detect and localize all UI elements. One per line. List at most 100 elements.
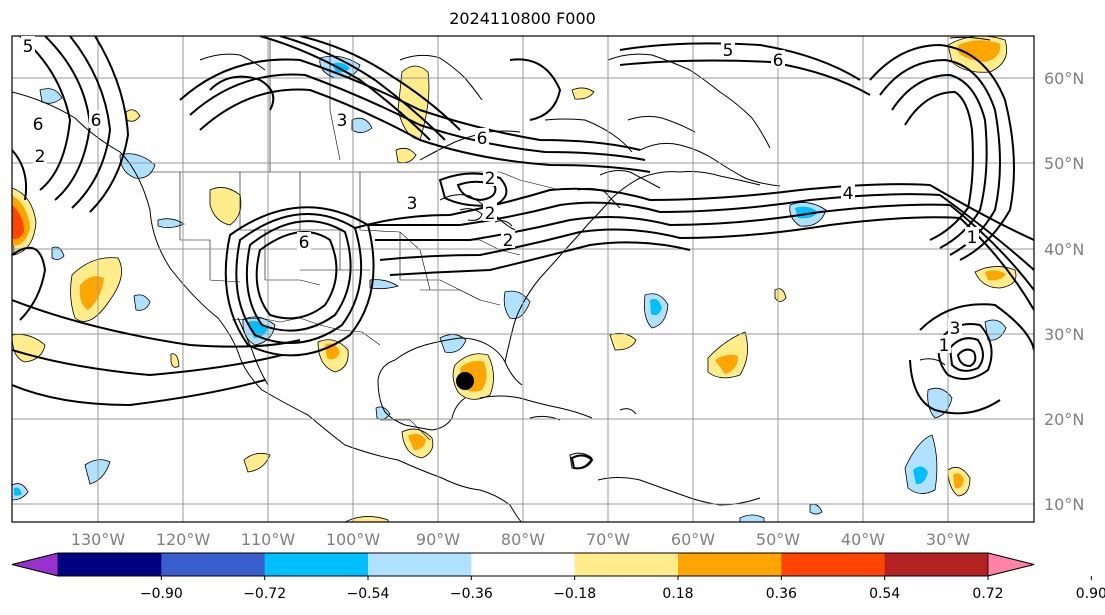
contour-line bbox=[389, 241, 691, 276]
colorbar-tick-label: −0.72 bbox=[243, 586, 286, 602]
contour-line bbox=[375, 203, 951, 242]
contour-line bbox=[929, 184, 1034, 241]
coastline bbox=[399, 54, 483, 101]
coastline bbox=[544, 118, 633, 153]
latitude-label: 50°N bbox=[1044, 154, 1084, 173]
contour-line bbox=[939, 194, 1034, 271]
latitude-label: 40°N bbox=[1044, 240, 1084, 259]
contour-line bbox=[879, 58, 1001, 256]
contour-line bbox=[619, 42, 861, 81]
border bbox=[420, 289, 501, 306]
contour-line bbox=[235, 213, 363, 344]
neg-blob bbox=[904, 434, 938, 494]
contour-label: 3 bbox=[948, 318, 962, 339]
longitude-label: 80°W bbox=[501, 530, 545, 549]
neg-blob bbox=[503, 290, 531, 320]
contour-label: 2 bbox=[501, 230, 515, 251]
longitude-label: 30°W bbox=[926, 530, 970, 549]
pos-blob bbox=[170, 353, 180, 368]
border bbox=[150, 171, 561, 191]
longitude-label: 50°W bbox=[756, 530, 800, 549]
contour-line bbox=[299, 36, 461, 131]
map-title: 2024110800 F000 bbox=[449, 9, 596, 28]
contour-line bbox=[367, 193, 941, 227]
map-frame bbox=[11, 35, 1035, 523]
colorbar-tick-label: −0.36 bbox=[450, 586, 493, 602]
contour-line bbox=[19, 36, 72, 191]
svg-text:1: 1 bbox=[939, 336, 950, 356]
border bbox=[380, 419, 431, 441]
pos-blob bbox=[209, 187, 242, 226]
contour-line bbox=[891, 73, 988, 249]
contour-line bbox=[12, 149, 28, 201]
svg-text:3: 3 bbox=[337, 111, 348, 131]
colorbar-segment bbox=[574, 553, 679, 576]
coastline bbox=[451, 397, 466, 419]
longitude-labels: 130°W 120°W 110°W 100°W 90°W 80°W 70°W 60°W 50°W… bbox=[71, 530, 970, 549]
contour-line bbox=[209, 75, 275, 111]
storm-marker bbox=[456, 372, 474, 390]
latitude-label: 10°N bbox=[1044, 495, 1084, 514]
colorbar-segment bbox=[161, 553, 266, 576]
contour-label: 6 bbox=[771, 50, 785, 71]
contour-line bbox=[956, 348, 977, 368]
contour-label: 6 bbox=[89, 110, 103, 131]
neg-blob bbox=[650, 299, 662, 316]
svg-text:3: 3 bbox=[407, 194, 418, 214]
neg-blob bbox=[157, 218, 185, 228]
contour-label: 4 bbox=[841, 183, 855, 204]
colorbar-tick-label: 0.72 bbox=[972, 586, 1003, 602]
contour-line bbox=[12, 379, 266, 407]
contour-label: 3 bbox=[405, 193, 419, 214]
svg-text:2: 2 bbox=[485, 204, 496, 224]
contour-line bbox=[949, 204, 1034, 291]
longitude-label: 110°W bbox=[241, 530, 296, 549]
colorbar: −0.90 −0.72 −0.54 −0.36 −0.18 0.18 0.36 0.54 0.7… bbox=[11, 552, 1105, 602]
graticule bbox=[12, 36, 1034, 522]
svg-text:2: 2 bbox=[35, 147, 46, 167]
contour-line bbox=[904, 90, 974, 241]
pos-blob bbox=[344, 516, 389, 522]
longitude-label: 120°W bbox=[156, 530, 211, 549]
contour-line bbox=[909, 359, 1001, 415]
contour-label: 3 bbox=[335, 110, 349, 131]
latitude-label: 30°N bbox=[1044, 325, 1084, 344]
colorbar-tick-label: −0.18 bbox=[553, 586, 596, 602]
coastline bbox=[919, 358, 946, 366]
coastline bbox=[599, 170, 661, 189]
contour-line bbox=[245, 220, 352, 332]
pos-blob bbox=[953, 473, 964, 489]
border bbox=[179, 172, 241, 283]
colorbar-segment bbox=[471, 553, 576, 576]
contour-label: 2 bbox=[483, 203, 497, 224]
coastline bbox=[199, 53, 266, 71]
coastline bbox=[394, 337, 523, 386]
colorbar-tick-label: −0.54 bbox=[347, 586, 390, 602]
pos-blob bbox=[571, 87, 595, 100]
colorbar-segment bbox=[58, 553, 162, 576]
coastline bbox=[237, 317, 269, 386]
contour-line bbox=[69, 36, 112, 209]
pos-blob bbox=[12, 205, 24, 240]
contour-lines bbox=[12, 36, 1034, 470]
pos-blob bbox=[715, 354, 738, 374]
longitude-label: 100°W bbox=[326, 530, 381, 549]
svg-text:1: 1 bbox=[967, 228, 978, 248]
contour-line bbox=[438, 172, 508, 207]
longitude-label: 70°W bbox=[586, 530, 630, 549]
contour-line bbox=[937, 323, 993, 380]
colorbar-tick-label: −0.90 bbox=[140, 586, 183, 602]
contour-line bbox=[509, 58, 562, 121]
border bbox=[265, 279, 321, 286]
contour-line bbox=[948, 337, 984, 372]
contour-label: 5 bbox=[721, 40, 735, 61]
longitude-label: 60°W bbox=[671, 530, 715, 549]
colorbar-extend-high bbox=[987, 552, 1035, 577]
contour-label: 2 bbox=[33, 146, 47, 167]
coastline bbox=[12, 91, 523, 522]
neg-blob bbox=[133, 294, 151, 311]
coastlines bbox=[12, 36, 991, 522]
pos-blob bbox=[609, 332, 637, 351]
svg-text:3: 3 bbox=[950, 319, 961, 339]
